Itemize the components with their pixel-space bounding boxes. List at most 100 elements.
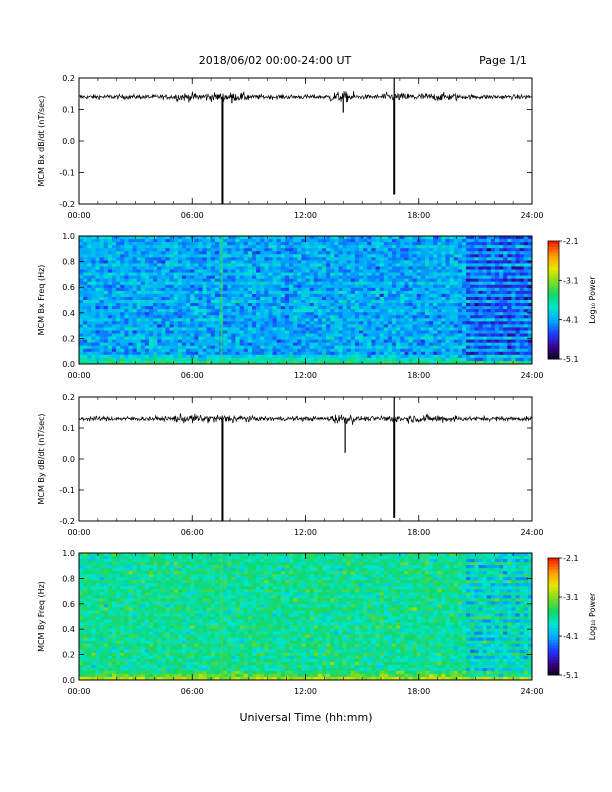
spectrogram-cell [330, 333, 335, 337]
spectrogram-cell [490, 269, 496, 273]
spectrogram-cell [429, 296, 434, 301]
spectrogram-cell [116, 300, 121, 304]
spectrogram-cell [507, 239, 512, 243]
spectrogram-cell [466, 315, 471, 319]
spectrogram-cell [272, 275, 278, 280]
colorbar-segment [548, 267, 559, 271]
spectrogram-cell [227, 242, 232, 246]
spectrogram-cell [404, 290, 409, 295]
spectrogram-cell [173, 348, 179, 353]
spectrogram-cell [181, 351, 187, 356]
spectrogram-cell [268, 236, 273, 240]
spectrogram-cell [342, 278, 348, 283]
spectrogram-cell [338, 330, 343, 334]
spectrogram-cell [441, 300, 446, 304]
spectrogram-cell [243, 348, 249, 353]
spectrogram-cell [350, 260, 356, 264]
spectrogram-cell [194, 336, 199, 341]
spectrogram-cell [297, 324, 302, 328]
spectrogram-cell [383, 360, 389, 365]
spectrogram-cell [350, 312, 356, 316]
spectrogram-cell [128, 281, 133, 286]
spectrogram-cell [157, 287, 162, 292]
spectrogram-cell [124, 309, 129, 313]
spectrogram-cell [334, 278, 339, 283]
spectrogram-cell [301, 254, 306, 258]
spectrogram-cell [256, 348, 261, 353]
spectrogram-cell [293, 260, 298, 264]
spectrogram-cell [371, 354, 376, 359]
spectrogram-cell [301, 333, 306, 337]
spectrogram-cell [284, 296, 290, 301]
spectrogram-cell [120, 257, 125, 261]
spectrogram-cell [408, 309, 413, 313]
spectrogram-cell [132, 290, 138, 295]
spectrogram-cell [391, 272, 397, 277]
spectrogram-cell [132, 236, 138, 240]
spectrogram-cell [251, 348, 257, 353]
spectrogram-cell [177, 248, 183, 252]
spectrogram-cell [486, 360, 492, 365]
spectrogram-cell [91, 330, 96, 334]
spectrogram-cell [387, 333, 393, 337]
spectrogram-cell [144, 360, 150, 365]
spectrogram-cell [284, 287, 290, 292]
spectrogram-cell [519, 278, 525, 283]
spectrogram-cell [247, 254, 253, 258]
spectrogram-cell [169, 281, 175, 286]
spectrogram-cell [326, 287, 331, 292]
spectrogram-cell [297, 553, 302, 557]
spectrogram-cell [354, 330, 360, 334]
spectrogram-cell [317, 330, 323, 334]
spectrogram-cell [334, 290, 339, 295]
spectrogram-cell [190, 242, 195, 246]
spectrogram-cell [91, 336, 96, 341]
spectrogram-cell [149, 263, 154, 267]
spectrogram-cell [144, 239, 150, 243]
spectrogram-cell [391, 281, 397, 286]
spectrogram-cell [120, 306, 125, 310]
spectrogram-cell [165, 290, 170, 295]
spectrogram-cell [527, 269, 533, 273]
spectrogram-cell [165, 348, 170, 353]
y-tick-label: 0.0 [62, 455, 75, 464]
spectrogram-cell [523, 348, 529, 353]
spectrogram-cell [186, 336, 191, 341]
spectrogram-cell [441, 360, 446, 365]
spectrogram-cell [433, 303, 438, 307]
spectrogram-cell [326, 254, 331, 258]
spectrogram-cell [490, 324, 496, 328]
spectrogram-cell [186, 263, 191, 267]
spectrogram-cell [231, 348, 236, 353]
spectrogram-cell [161, 312, 166, 316]
spectrogram-cell [449, 260, 455, 264]
spectrogram-cell [363, 269, 368, 273]
spectrogram-cell [424, 293, 430, 298]
spectrogram-cell [433, 306, 438, 310]
spectrogram-cell [256, 269, 261, 273]
spectrogram-cell [157, 293, 162, 298]
spectrogram-cell [247, 553, 253, 557]
spectrogram-cell [169, 351, 175, 356]
spectrogram-cell [132, 296, 138, 301]
spectrogram-cell [313, 309, 319, 313]
spectrogram-cell [367, 272, 372, 277]
spectrogram-cell [124, 284, 129, 289]
spectrogram-cell [515, 333, 521, 337]
spectrogram-cell [457, 318, 463, 322]
spectrogram-cell [461, 296, 467, 301]
spectrogram-cell [107, 248, 113, 252]
spectrogram-cell [408, 242, 413, 246]
spectrogram-cell [214, 321, 220, 325]
spectrogram-cell [383, 257, 389, 261]
spectrogram-cell [181, 266, 187, 270]
spectrogram-cell [346, 260, 352, 264]
spectrogram-cell [177, 315, 183, 319]
spectrogram-cell [503, 345, 508, 350]
spectrogram-cell [116, 348, 121, 353]
spectrogram-cell [490, 333, 496, 337]
spectrogram-cell [503, 342, 508, 347]
spectrogram-cell [338, 236, 343, 240]
spectrogram-cell [499, 242, 504, 246]
spectrogram-cell [280, 245, 286, 249]
